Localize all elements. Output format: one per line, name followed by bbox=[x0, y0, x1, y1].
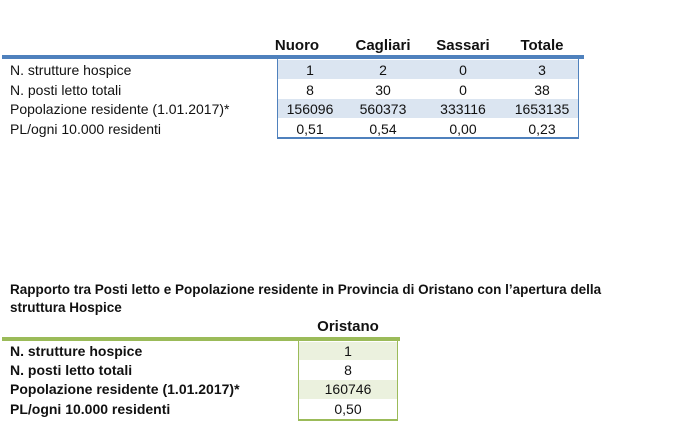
table1-r2-sassari: 0 bbox=[459, 82, 467, 98]
table2-row1-fill bbox=[299, 342, 397, 360]
table1-r2-nuoro: 8 bbox=[306, 82, 314, 98]
table2-data-box bbox=[298, 341, 398, 421]
table1-row3-label: Popolazione residente (1.01.2017)* bbox=[10, 101, 230, 117]
table1-r2-cagliari: 30 bbox=[375, 82, 391, 98]
table2-top-rule bbox=[2, 337, 400, 341]
table1-top-rule bbox=[2, 55, 584, 59]
table1-header-cagliari: Cagliari bbox=[355, 37, 411, 54]
table1-r4-totale: 0,23 bbox=[528, 121, 556, 137]
table1-header-nuoro: Nuoro bbox=[274, 37, 320, 54]
table2-title-line1: Rapporto tra Posti letto e Popolazione r… bbox=[10, 282, 602, 297]
table1-r3-totale: 1653135 bbox=[514, 101, 570, 117]
table1-r1-sassari: 0 bbox=[459, 62, 467, 78]
table1-row4-label: PL/ogni 10.000 residenti bbox=[10, 121, 161, 137]
table1-row2-label: N. posti letto totali bbox=[10, 82, 122, 98]
table1-r4-sassari: 0,00 bbox=[449, 121, 477, 137]
table2-r1-value: 1 bbox=[344, 343, 352, 359]
table1-r3-sassari: 333116 bbox=[440, 101, 486, 117]
table2-r4-value: 0,50 bbox=[334, 401, 362, 417]
table1-row1-label: N. strutture hospice bbox=[10, 62, 132, 78]
table1-r1-nuoro: 1 bbox=[306, 62, 314, 78]
table1-header-totale: Totale bbox=[520, 37, 564, 54]
table2-row3-fill bbox=[299, 380, 397, 399]
table2-r2-value: 8 bbox=[344, 362, 352, 378]
table1-r2-totale: 38 bbox=[534, 82, 550, 98]
table2-header-oristano: Oristano bbox=[317, 318, 379, 335]
table2-title-line2: struttura Hospice bbox=[10, 300, 122, 315]
table1-data-box bbox=[277, 59, 579, 139]
table1-r1-totale: 3 bbox=[538, 62, 546, 78]
table2-row3-label: Popolazione residente (1.01.2017)* bbox=[10, 381, 240, 397]
table2-r3-value: 160746 bbox=[324, 381, 372, 397]
table1-row1-fill bbox=[278, 60, 578, 79]
table1-r4-cagliari: 0,54 bbox=[369, 121, 397, 137]
table2-row4-label: PL/ogni 10.000 residenti bbox=[10, 401, 171, 417]
table1-r4-nuoro: 0,51 bbox=[296, 121, 324, 137]
table2-row2-label: N. posti letto totali bbox=[10, 362, 133, 378]
table1-r3-nuoro: 156096 bbox=[286, 101, 334, 117]
table2-row1-label: N. strutture hospice bbox=[10, 343, 143, 359]
table1-r3-cagliari: 560373 bbox=[359, 101, 407, 117]
table1-r1-cagliari: 2 bbox=[379, 62, 387, 78]
table1-row3-fill bbox=[278, 99, 578, 118]
table1-header-sassari: Sassari bbox=[436, 37, 490, 54]
